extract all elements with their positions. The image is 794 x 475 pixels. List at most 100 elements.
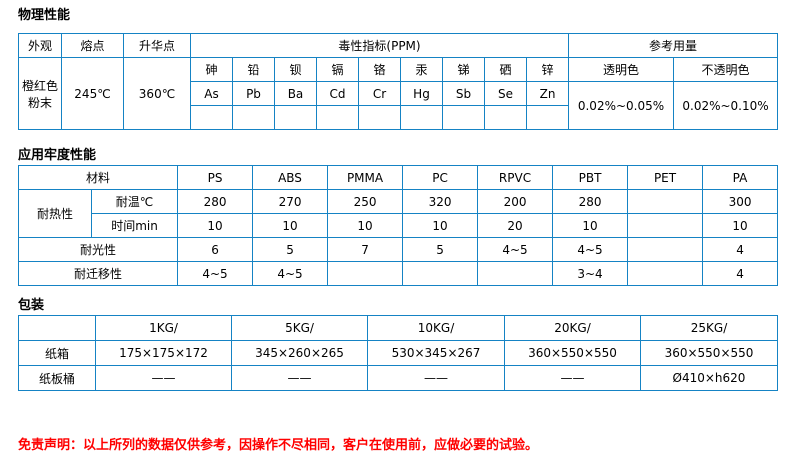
material-name-cell: PA	[702, 165, 779, 190]
material-name-cell: ABS	[252, 165, 329, 190]
heat-resistance-label-cell: 耐热性	[18, 189, 92, 238]
migration-value-cell: 4~5	[252, 261, 329, 286]
material-name-cell: PET	[627, 165, 704, 190]
toxic-element-en-cell: Cr	[358, 81, 401, 106]
material-name-cell: PMMA	[327, 165, 404, 190]
transparent-color-header-cell: 透明色	[568, 57, 675, 82]
table-row	[19, 105, 778, 130]
carton-dim-cell: 360×550×550	[640, 340, 778, 366]
transparent-dosage-value-cell: 0.02%~0.05%	[568, 81, 675, 130]
table-row: 耐光性 6 5 7 5 4~5 4~5 4	[17, 237, 779, 262]
packaging-table: 1KG/ 5KG/ 10KG/ 20KG/ 25KG/ 纸箱 175×175×1…	[18, 315, 778, 391]
package-size-header-cell: 5KG/	[231, 315, 368, 341]
material-name-cell: RPVC	[477, 165, 554, 190]
package-size-header-cell: 10KG/	[367, 315, 505, 341]
toxic-element-cn-cell: 镉	[316, 57, 359, 82]
toxic-value-cell	[232, 105, 275, 130]
toxic-element-en-cell: Cd	[316, 81, 359, 106]
light-value-cell: 7	[327, 237, 404, 262]
toxic-value-cell	[190, 105, 233, 130]
toxic-value-cell	[525, 105, 570, 130]
temp-value-cell: 250	[327, 189, 404, 214]
drum-dim-cell: ——	[367, 365, 505, 391]
light-value-cell: 4~5	[477, 237, 554, 262]
time-value-cell: 10	[252, 213, 329, 238]
table-row: 外观 熔点 升华点 毒性指标(PPM) 参考用量	[18, 33, 779, 58]
material-header-cell: 材料	[17, 165, 179, 190]
toxicity-header-cell: 毒性指标(PPM)	[189, 33, 570, 58]
migration-value-cell: 3~4	[552, 261, 629, 286]
material-name-cell: PC	[402, 165, 479, 190]
toxic-value-cell	[358, 105, 401, 130]
temp-value-cell: 280	[552, 189, 629, 214]
table-row: As Pb Ba Cd Cr Hg Sb Se Zn 0.02%~0.05% 0…	[19, 81, 779, 130]
migration-value-cell	[402, 261, 479, 286]
table-row: 1KG/ 5KG/ 10KG/ 20KG/ 25KG/	[18, 315, 778, 341]
light-value-cell: 5	[402, 237, 479, 262]
temp-value-cell: 200	[477, 189, 554, 214]
time-value-cell	[627, 213, 704, 238]
migration-value-cell	[627, 261, 704, 286]
drum-dim-cell: ——	[95, 365, 232, 391]
toxic-element-en-cell: Ba	[274, 81, 317, 106]
fastness-properties-title: 应用牢度性能	[18, 148, 97, 163]
time-value-cell: 10	[552, 213, 629, 238]
light-fastness-label-cell: 耐光性	[17, 237, 179, 262]
melting-point-value-cell: 245℃	[61, 57, 124, 130]
migration-value-cell	[477, 261, 554, 286]
migration-value-cell: 4~5	[177, 261, 254, 286]
light-value-cell: 4~5	[552, 237, 629, 262]
migration-value-cell: 4	[702, 261, 779, 286]
toxic-element-cn-cell: 汞	[400, 57, 443, 82]
carton-label-cell: 纸箱	[18, 340, 96, 366]
physical-properties-table: 外观 熔点 升华点 毒性指标(PPM) 参考用量 橙红色粉末 245℃ 360℃…	[18, 33, 779, 130]
table-row: 橙红色粉末 245℃ 360℃ 砷 铅 钡 镉 铬 汞 锑 硒 锌 透明色 不透…	[18, 57, 779, 130]
light-value-cell: 4	[702, 237, 779, 262]
drum-label-cell: 纸板桶	[18, 365, 96, 391]
sublimation-point-value-cell: 360℃	[123, 57, 191, 130]
time-label-cell: 时间min	[90, 213, 179, 238]
toxic-value-cell	[400, 105, 443, 130]
toxic-value-cell	[316, 105, 359, 130]
carton-dim-cell: 345×260×265	[231, 340, 368, 366]
table-row: 纸箱 175×175×172 345×260×265 530×345×267 3…	[18, 340, 778, 366]
sublimation-point-header-cell: 升华点	[123, 33, 191, 58]
appearance-header-cell: 外观	[18, 33, 62, 58]
time-value-cell: 10	[177, 213, 254, 238]
drum-dim-cell: ——	[231, 365, 368, 391]
toxic-value-cell	[274, 105, 317, 130]
toxic-value-cell	[442, 105, 485, 130]
toxic-element-en-cell: Hg	[400, 81, 443, 106]
disclaimer-text: 免责声明：以上所列的数据仅供参考，因操作不尽相同，客户在使用前，应做必要的试验。	[18, 438, 539, 453]
package-size-header-cell: 25KG/	[640, 315, 778, 341]
carton-dim-cell: 530×345×267	[367, 340, 505, 366]
fastness-properties-table: 材料 PS ABS PMMA PC RPVC PBT PET PA 耐热性 耐温…	[17, 165, 779, 286]
toxic-element-cn-cell: 铬	[358, 57, 401, 82]
time-value-cell: 10	[327, 213, 404, 238]
toxic-element-cn-cell: 硒	[484, 57, 527, 82]
packaging-corner-cell	[18, 315, 96, 341]
temp-value-cell	[627, 189, 704, 214]
table-row: 时间min 10 10 10 10 20 10 10	[19, 213, 779, 238]
toxic-element-cn-cell: 砷	[190, 57, 233, 82]
temperature-label-cell: 耐温℃	[90, 189, 179, 214]
material-name-cell: PBT	[552, 165, 629, 190]
toxic-element-cn-cell: 锑	[442, 57, 485, 82]
toxic-element-en-cell: Zn	[525, 81, 570, 106]
time-value-cell: 10	[702, 213, 779, 238]
table-row: 纸板桶 —— —— —— —— Ø410×h620	[18, 365, 778, 391]
light-value-cell: 5	[252, 237, 329, 262]
light-value-cell: 6	[177, 237, 254, 262]
toxic-element-cn-cell: 钡	[274, 57, 317, 82]
carton-dim-cell: 360×550×550	[504, 340, 641, 366]
migration-value-cell	[327, 261, 404, 286]
package-size-header-cell: 1KG/	[95, 315, 232, 341]
toxic-element-cn-cell: 锌	[525, 57, 570, 82]
package-size-header-cell: 20KG/	[504, 315, 641, 341]
toxic-element-en-cell: Sb	[442, 81, 485, 106]
opaque-dosage-value-cell: 0.02%~0.10%	[673, 81, 779, 130]
material-name-cell: PS	[177, 165, 254, 190]
toxic-element-en-cell: As	[190, 81, 233, 106]
drum-dim-cell: Ø410×h620	[640, 365, 778, 391]
